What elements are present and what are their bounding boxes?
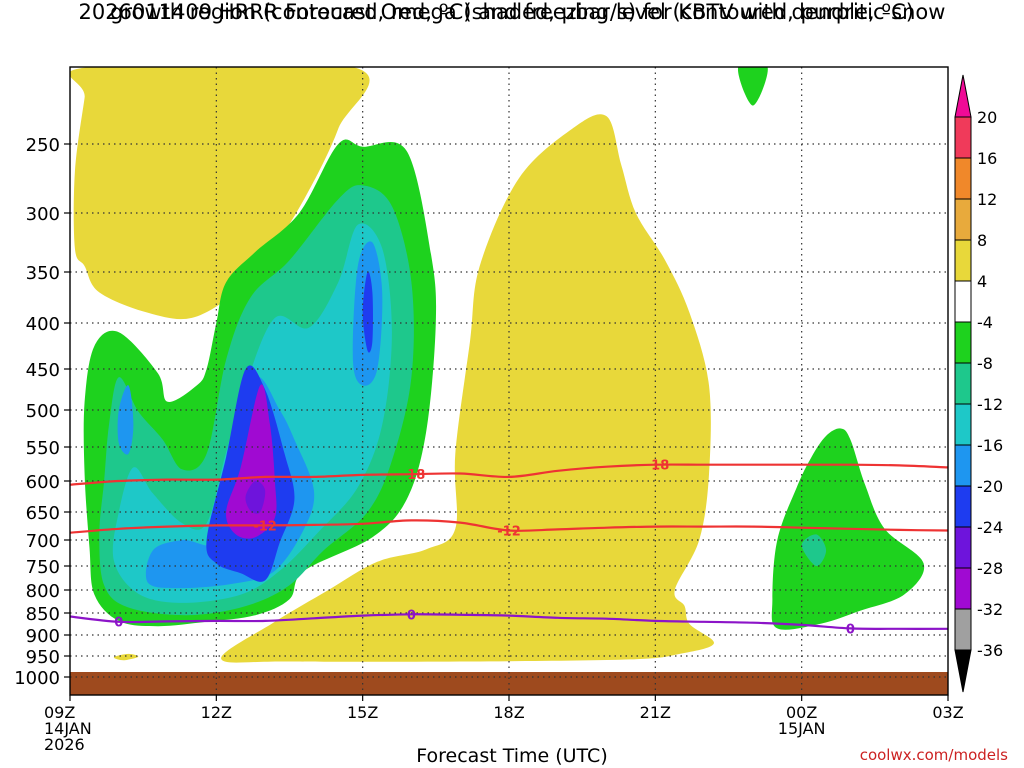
site-credit: coolwx.com/models	[859, 746, 1008, 764]
x-tick-label-9-1: 14JAN	[44, 719, 92, 738]
x-tick-label-24-1: 15JAN	[778, 719, 826, 738]
colorbar-label-2: 12	[977, 190, 997, 209]
colorbar-label-10: -24	[977, 518, 1003, 537]
contour-line-0	[70, 463, 948, 486]
contour-label-6: 0	[846, 622, 855, 637]
contour-label-4: 0	[114, 615, 123, 630]
x-tick-label-12-0: 12Z	[201, 703, 232, 722]
x-tick-label-18-0: 18Z	[493, 703, 524, 722]
omega-region-14	[738, 67, 768, 106]
omega-region-9	[70, 67, 370, 320]
colorbar-label-3: 8	[977, 231, 987, 250]
y-tick-label-900: 900	[26, 626, 60, 647]
omega-shaded-regions	[70, 67, 925, 663]
x-tick-label-27-0: 03Z	[932, 703, 963, 722]
colorbar-swatch-1	[954, 157, 972, 200]
colorbar-swatch-0	[954, 116, 972, 159]
colorbar-label-12: -32	[977, 600, 1003, 619]
colorbar-bottom-arrow	[954, 649, 972, 693]
y-axis: 2503003504004505005506006507007508008509…	[14, 135, 70, 689]
colorbar-swatch-10	[954, 526, 972, 569]
temperature-contours	[70, 463, 948, 630]
colorbar-swatch-11	[954, 567, 972, 610]
contour-line-2	[70, 613, 948, 630]
omega-region-18	[117, 385, 134, 455]
colorbar-label-5: -4	[977, 313, 993, 332]
contour-label-3: 18	[651, 459, 669, 474]
colorbar: 20 16 12 8 4 -4 -8 -12 -16 -20 -24 -28 -32 -36	[954, 74, 1003, 693]
contour-line-1	[70, 519, 948, 534]
y-tick-label-800: 800	[26, 581, 60, 602]
colorbar-label-9: -20	[977, 477, 1003, 496]
x-tick-label-9-0: 09Z	[44, 703, 75, 722]
y-tick-label-500: 500	[26, 401, 60, 422]
x-tick-label-21-0: 21Z	[640, 703, 671, 722]
omega-region-10	[221, 114, 714, 663]
omega-region-24	[245, 480, 266, 514]
y-tick-label-650: 650	[26, 503, 60, 524]
x-tick-label-15-0: 15Z	[347, 703, 378, 722]
colorbar-swatch-6	[954, 362, 972, 405]
colorbar-swatch-12	[954, 608, 972, 651]
contour-label-5: 0	[407, 608, 416, 623]
y-tick-label-400: 400	[26, 314, 60, 335]
colorbar-swatch-4	[954, 280, 972, 323]
y-tick-label-750: 750	[26, 557, 60, 578]
colorbar-swatch-8	[954, 444, 972, 487]
y-tick-label-850: 850	[26, 604, 60, 625]
colorbar-swatch-3	[954, 239, 972, 282]
omega-region-16	[801, 534, 827, 567]
y-tick-label-700: 700	[26, 531, 60, 552]
colorbar-label-8: -16	[977, 436, 1003, 455]
y-tick-label-250: 250	[26, 135, 60, 156]
colorbar-top-arrow	[954, 74, 972, 118]
colorbar-label-1: 16	[977, 149, 997, 168]
colorbar-label-13: -36	[977, 641, 1003, 660]
y-tick-label-450: 450	[26, 360, 60, 381]
colorbar-label-6: -8	[977, 354, 993, 373]
colorbar-label-11: -28	[977, 559, 1003, 578]
contour-label-1: -12	[253, 519, 277, 534]
x-tick-label-9-2: 2026	[44, 735, 85, 754]
contour-labels: 18 -12 -12 18 0 0 0	[114, 459, 855, 638]
omega-region-22	[362, 271, 373, 353]
x-tick-label-24-0: 00Z	[786, 703, 817, 722]
y-tick-label-600: 600	[26, 472, 60, 493]
colorbar-label-0: 20	[977, 108, 997, 127]
colorbar-swatch-5	[954, 321, 972, 364]
contour-label-0: 18	[407, 468, 425, 483]
x-axis-title: Forecast Time (UTC)	[416, 745, 608, 767]
y-tick-label-1000: 1000	[14, 668, 60, 689]
colorbar-label-4: 4	[977, 272, 987, 291]
chart-title-line-2: growth region (contoured, red, ºC) and f…	[110, 0, 914, 24]
y-tick-label-550: 550	[26, 438, 60, 459]
colorbar-swatch-2	[954, 198, 972, 241]
omega-region-11	[113, 653, 139, 661]
y-tick-label-350: 350	[26, 263, 60, 284]
y-tick-label-950: 950	[26, 647, 60, 668]
colorbar-label-7: -12	[977, 395, 1003, 414]
y-tick-label-300: 300	[26, 204, 60, 225]
colorbar-swatch-9	[954, 485, 972, 528]
contour-label-2: -12	[497, 524, 521, 539]
colorbar-swatch-7	[954, 403, 972, 446]
chart-title-line-1: 2026011409 HRRR Forecast Omega (shaded, …	[78, 0, 946, 24]
grid-lines	[70, 67, 948, 695]
